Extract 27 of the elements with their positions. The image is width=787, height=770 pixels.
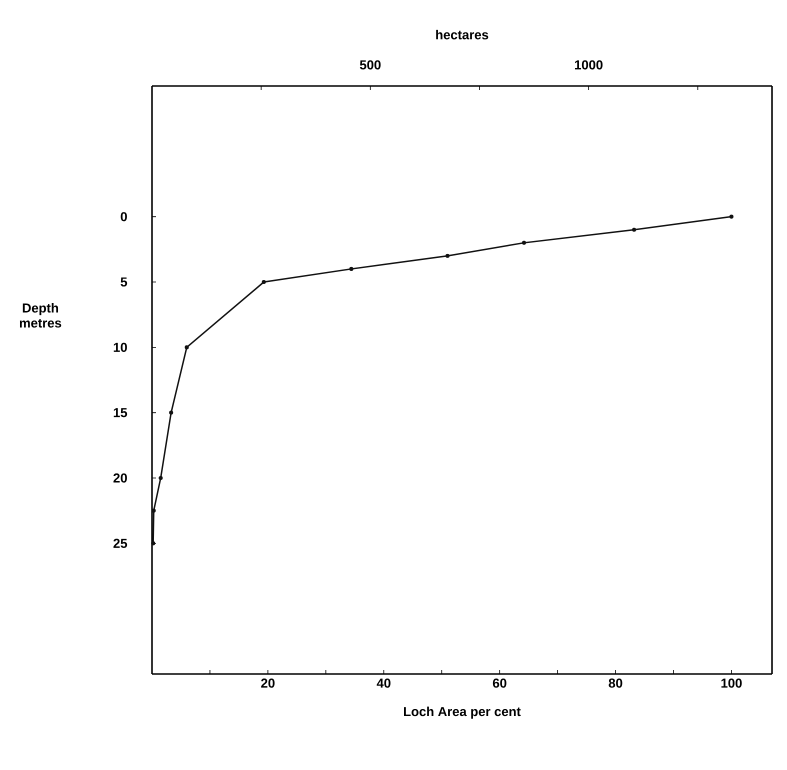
y-tick-label: 10 <box>114 342 127 352</box>
y-tick-label: 20 <box>113 473 127 483</box>
x-axis-title: Loch Area per cent <box>404 706 521 719</box>
point <box>158 476 163 480</box>
x2-tick-label: 1000 <box>574 60 603 70</box>
point <box>262 280 266 284</box>
point <box>184 345 189 350</box>
point <box>522 240 526 245</box>
y-tick-label: 25 <box>113 538 128 548</box>
x2-axis-title: hectares <box>436 30 488 40</box>
point <box>152 508 156 513</box>
point <box>632 228 636 232</box>
x-tick-label: 80 <box>608 678 622 688</box>
point <box>445 254 450 258</box>
point <box>729 214 734 219</box>
x-tick-label: 60 <box>492 678 506 688</box>
point <box>349 266 354 271</box>
x-tick-label: 100 <box>721 678 742 688</box>
point <box>169 410 174 415</box>
x2-tick-label: 500 <box>360 60 381 70</box>
x-tick-label: 40 <box>376 678 390 688</box>
x-tick-label: 20 <box>261 678 275 688</box>
point <box>151 541 156 546</box>
y-tick-label: 15 <box>114 408 128 418</box>
y-tick-label: 5 <box>120 277 128 287</box>
y-tick-label: 0 <box>120 212 127 222</box>
y-axis-title: Depth metres <box>20 303 62 328</box>
